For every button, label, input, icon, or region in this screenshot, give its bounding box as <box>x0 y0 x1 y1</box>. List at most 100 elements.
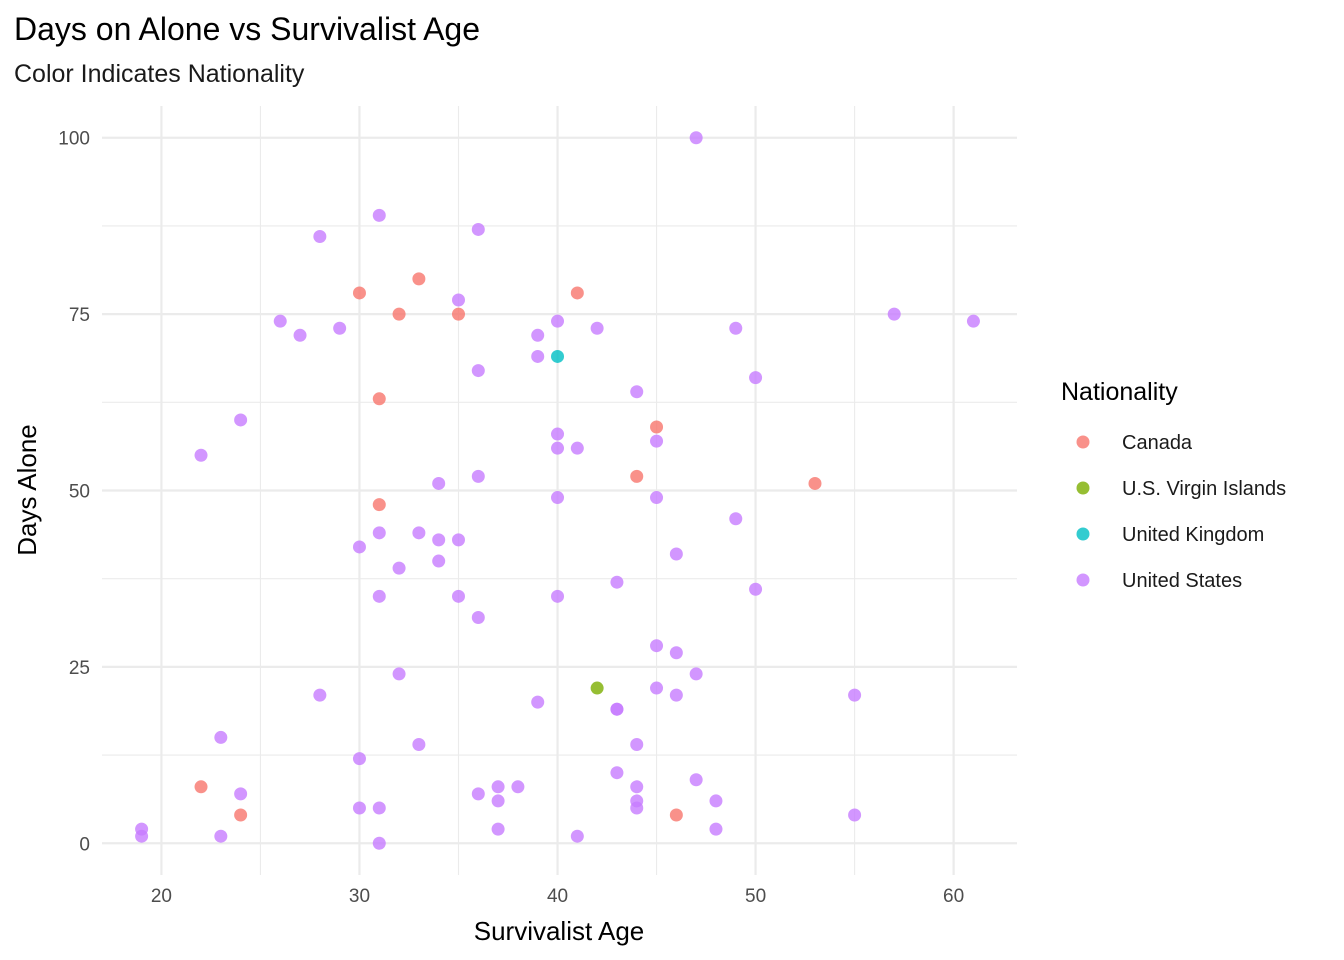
point-united-states <box>966 314 980 328</box>
plot-grid <box>102 106 1017 875</box>
point-united-states <box>372 526 386 540</box>
point-united-states <box>729 321 743 335</box>
point-united-states <box>590 321 604 335</box>
point-united-states <box>352 801 366 815</box>
x-axis-ticks: 20 30 40 50 60 <box>151 886 964 907</box>
point-canada <box>372 498 386 512</box>
point-united-states <box>372 801 386 815</box>
point-canada <box>808 476 822 490</box>
x-tick-label: 50 <box>745 886 766 907</box>
point-united-states <box>214 730 228 744</box>
point-canada <box>372 392 386 406</box>
x-tick-label: 60 <box>943 886 964 907</box>
point-united-states <box>749 371 763 385</box>
point-united-states <box>412 526 426 540</box>
point-united-states <box>412 737 426 751</box>
chart-subtitle: Color Indicates Nationality <box>14 60 305 88</box>
legend: Nationality Canada U.S. Virgin Islands Uni… <box>1061 378 1286 592</box>
y-tick-label: 0 <box>79 834 90 855</box>
point-canada <box>352 286 366 300</box>
point-united-states <box>570 829 584 843</box>
point-united-states <box>551 589 565 603</box>
chart-title: Days on Alone vs Survivalist Age <box>14 11 480 47</box>
legend-label-united-kingdom: United Kingdom <box>1122 524 1264 546</box>
point-united-states <box>372 836 386 850</box>
point-united-states <box>551 491 565 505</box>
point-united-states <box>570 441 584 455</box>
point-united-states <box>848 808 862 822</box>
point-united-states <box>709 822 723 836</box>
data-points <box>135 131 980 850</box>
x-axis-title: Survivalist Age <box>474 916 645 946</box>
point-united-states <box>630 801 644 815</box>
point-united-states <box>451 293 465 307</box>
legend-title: Nationality <box>1061 378 1178 406</box>
x-tick-label: 20 <box>151 886 172 907</box>
y-tick-label: 100 <box>58 129 90 150</box>
legend-label-canada: Canada <box>1122 432 1193 454</box>
legend-label-u-s-virgin-islands: U.S. Virgin Islands <box>1122 478 1286 500</box>
point-united-states <box>630 780 644 794</box>
point-united-states <box>650 491 664 505</box>
point-united-states <box>313 230 327 244</box>
point-united-states <box>531 328 545 342</box>
point-united-states <box>729 512 743 526</box>
x-tick-label: 30 <box>349 886 370 907</box>
point-united-states <box>293 328 307 342</box>
point-united-states <box>432 476 446 490</box>
point-united-states <box>630 385 644 399</box>
point-united-states <box>451 533 465 547</box>
point-united-states <box>650 639 664 653</box>
point-united-states <box>650 434 664 448</box>
point-united-states <box>471 787 485 801</box>
point-united-states <box>531 695 545 709</box>
point-united-states <box>551 441 565 455</box>
point-canada <box>412 272 426 286</box>
point-united-states <box>451 589 465 603</box>
point-united-states <box>709 794 723 808</box>
point-united-states <box>610 702 624 716</box>
point-united-states <box>610 766 624 780</box>
legend-key-u-s-virgin-islands <box>1076 481 1090 495</box>
point-united-states <box>432 533 446 547</box>
point-united-states <box>669 688 683 702</box>
point-canada <box>570 286 584 300</box>
point-united-states <box>432 554 446 568</box>
point-united-states <box>650 681 664 695</box>
point-united-states <box>491 822 505 836</box>
x-tick-label: 40 <box>547 886 568 907</box>
legend-key-canada <box>1076 435 1090 449</box>
y-axis-title: Days Alone <box>12 424 42 556</box>
point-united-states <box>135 829 149 843</box>
point-united-states <box>689 131 703 145</box>
y-tick-label: 75 <box>69 305 90 326</box>
point-united-kingdom <box>551 349 565 363</box>
point-canada <box>451 307 465 321</box>
point-united-states <box>511 780 525 794</box>
legend-key-united-states <box>1076 573 1090 587</box>
point-u-s-virgin-islands <box>590 681 604 695</box>
legend-label-united-states: United States <box>1122 570 1242 592</box>
point-united-states <box>194 448 208 462</box>
point-canada <box>630 469 644 483</box>
point-united-states <box>214 829 228 843</box>
point-united-states <box>531 349 545 363</box>
point-canada <box>392 307 406 321</box>
point-united-states <box>352 752 366 766</box>
point-united-states <box>669 547 683 561</box>
point-united-states <box>471 469 485 483</box>
point-canada <box>669 808 683 822</box>
point-united-states <box>372 589 386 603</box>
point-canada <box>194 780 208 794</box>
point-united-states <box>551 427 565 441</box>
point-united-states <box>689 667 703 681</box>
point-united-states <box>392 667 406 681</box>
point-united-states <box>630 737 644 751</box>
point-united-states <box>372 208 386 222</box>
point-united-states <box>273 314 287 328</box>
y-tick-label: 50 <box>69 482 90 503</box>
point-united-states <box>234 413 248 427</box>
legend-key-united-kingdom <box>1076 527 1090 541</box>
point-united-states <box>471 222 485 236</box>
